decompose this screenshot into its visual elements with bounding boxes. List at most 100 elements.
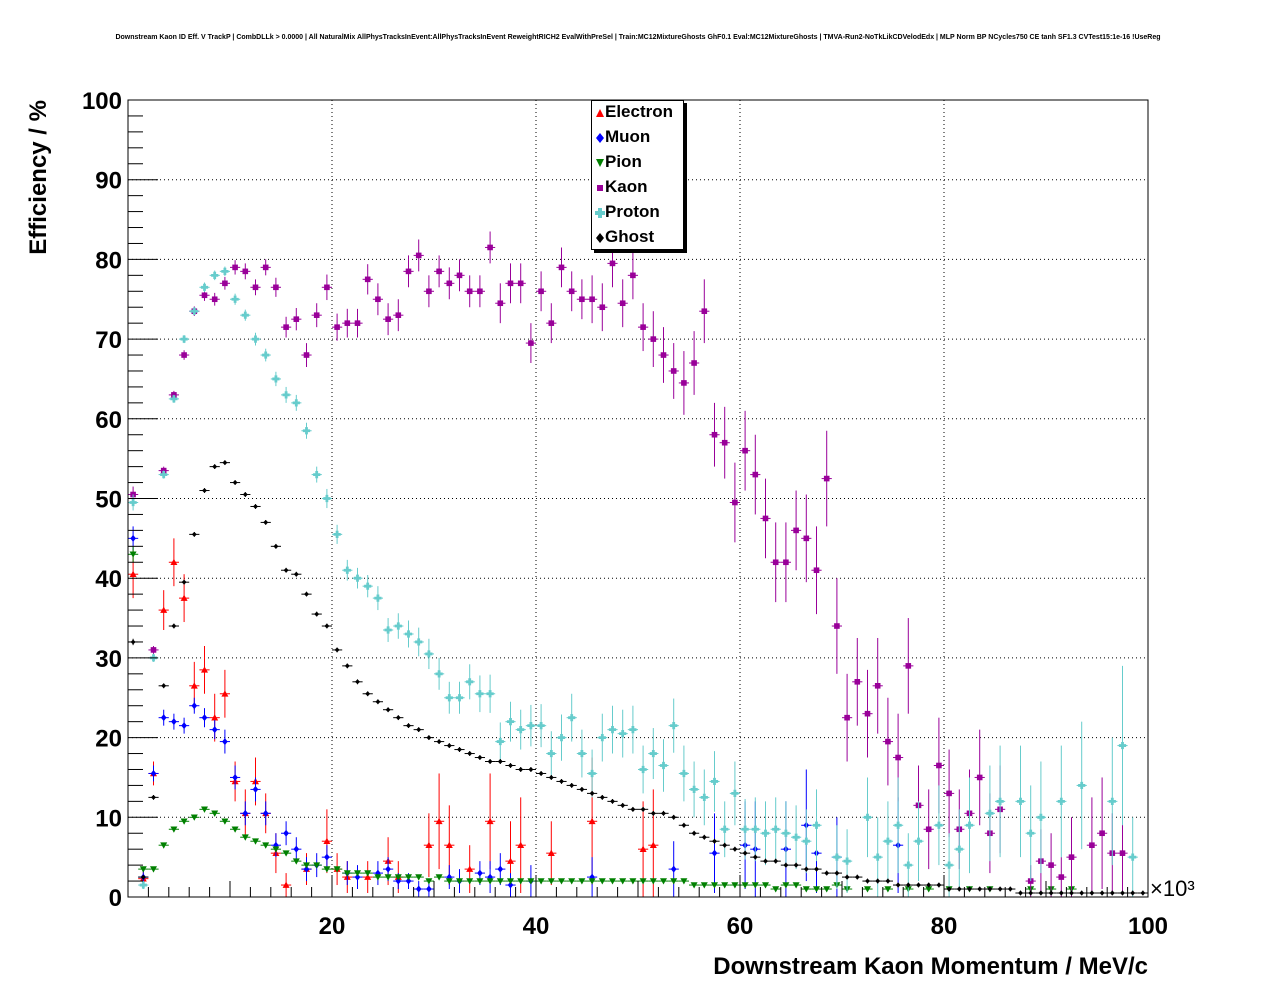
data-point: [658, 739, 669, 792]
data-marker: [426, 288, 432, 295]
data-marker: [507, 881, 514, 889]
data-point: [423, 813, 434, 878]
data-point: [1066, 817, 1077, 897]
data-point: [464, 878, 475, 885]
data-point: [709, 838, 720, 844]
data-marker: [477, 288, 483, 295]
data-marker: [578, 878, 586, 885]
data-point: [536, 878, 547, 885]
data-point: [627, 806, 638, 812]
data-point: [607, 705, 618, 754]
y-tick-label: 0: [109, 885, 122, 912]
data-point: [638, 878, 649, 885]
data-marker: [865, 878, 870, 884]
diamond-marker-icon: [596, 133, 604, 143]
data-marker: [997, 886, 1003, 892]
y-tick-label: 50: [95, 487, 122, 514]
data-point: [1107, 737, 1118, 866]
chart-title: Downstream Kaon ID Eff. V TrackP | CombD…: [115, 34, 1161, 41]
data-marker: [211, 810, 219, 817]
data-point: [168, 826, 179, 833]
data-marker: [242, 492, 248, 498]
data-marker: [394, 874, 402, 881]
y-tick-label: 60: [95, 407, 122, 434]
data-point: [842, 874, 853, 880]
data-marker: [1037, 813, 1045, 821]
data-point: [862, 777, 873, 858]
data-point: [342, 559, 353, 581]
data-point: [760, 801, 771, 866]
series-proton: [128, 266, 1138, 897]
data-marker: [1118, 741, 1127, 750]
data-marker: [630, 272, 636, 279]
data-point: [1086, 797, 1097, 894]
data-point: [974, 886, 985, 892]
data-marker: [181, 722, 187, 730]
data-marker: [598, 878, 606, 885]
data-marker: [406, 723, 411, 729]
data-marker: [1068, 854, 1075, 860]
data-point: [179, 350, 190, 360]
data-point: [546, 774, 557, 780]
data-point: [974, 729, 985, 826]
data-point: [1137, 890, 1148, 896]
data-point: [128, 494, 139, 511]
data-point: [321, 845, 332, 870]
data-point: [219, 276, 230, 290]
data-point: [638, 745, 649, 794]
data-marker: [129, 551, 137, 558]
data-marker: [660, 878, 667, 885]
data-point: [536, 271, 547, 312]
data-point: [750, 797, 761, 862]
data-marker: [741, 882, 749, 889]
data-marker: [987, 886, 993, 892]
data-marker: [763, 858, 768, 864]
data-marker: [844, 714, 850, 721]
data-point: [179, 717, 190, 734]
data-marker: [405, 877, 412, 885]
data-point: [403, 874, 414, 881]
data-marker: [496, 737, 504, 746]
data-point: [413, 874, 424, 881]
data-marker: [823, 886, 831, 893]
data-marker: [885, 878, 891, 884]
data-marker: [129, 570, 137, 578]
data-marker: [568, 878, 576, 885]
data-point: [546, 731, 557, 776]
data-marker: [507, 857, 514, 864]
data-marker: [486, 878, 494, 885]
data-marker: [171, 623, 177, 629]
data-point: [995, 745, 1006, 858]
data-marker: [435, 874, 443, 881]
data-marker: [588, 817, 596, 825]
data-marker: [405, 874, 412, 881]
x-axis-multiplier: ×10³: [1150, 876, 1195, 901]
data-marker: [303, 352, 310, 358]
data-point: [281, 821, 292, 846]
data-point: [209, 464, 220, 470]
data-marker: [996, 797, 1004, 805]
data-point: [393, 715, 404, 721]
data-point: [372, 861, 383, 886]
data-point: [342, 308, 353, 338]
data-marker: [905, 882, 911, 888]
data-marker: [181, 579, 187, 585]
data-point: [393, 299, 404, 332]
data-point: [219, 818, 230, 825]
data-marker: [211, 714, 219, 721]
data-point: [648, 311, 659, 367]
data-marker: [466, 878, 474, 885]
data-marker: [578, 749, 586, 758]
data-marker: [343, 870, 351, 877]
data-marker: [875, 878, 881, 884]
data-point: [729, 462, 740, 543]
data-marker: [712, 838, 717, 844]
data-point: [321, 623, 332, 629]
data-marker: [323, 837, 331, 845]
data-point: [219, 460, 230, 466]
data-point: [668, 814, 679, 820]
data-marker: [914, 837, 923, 845]
data-marker: [783, 862, 789, 868]
data-marker: [710, 777, 719, 786]
data-marker: [466, 288, 473, 295]
